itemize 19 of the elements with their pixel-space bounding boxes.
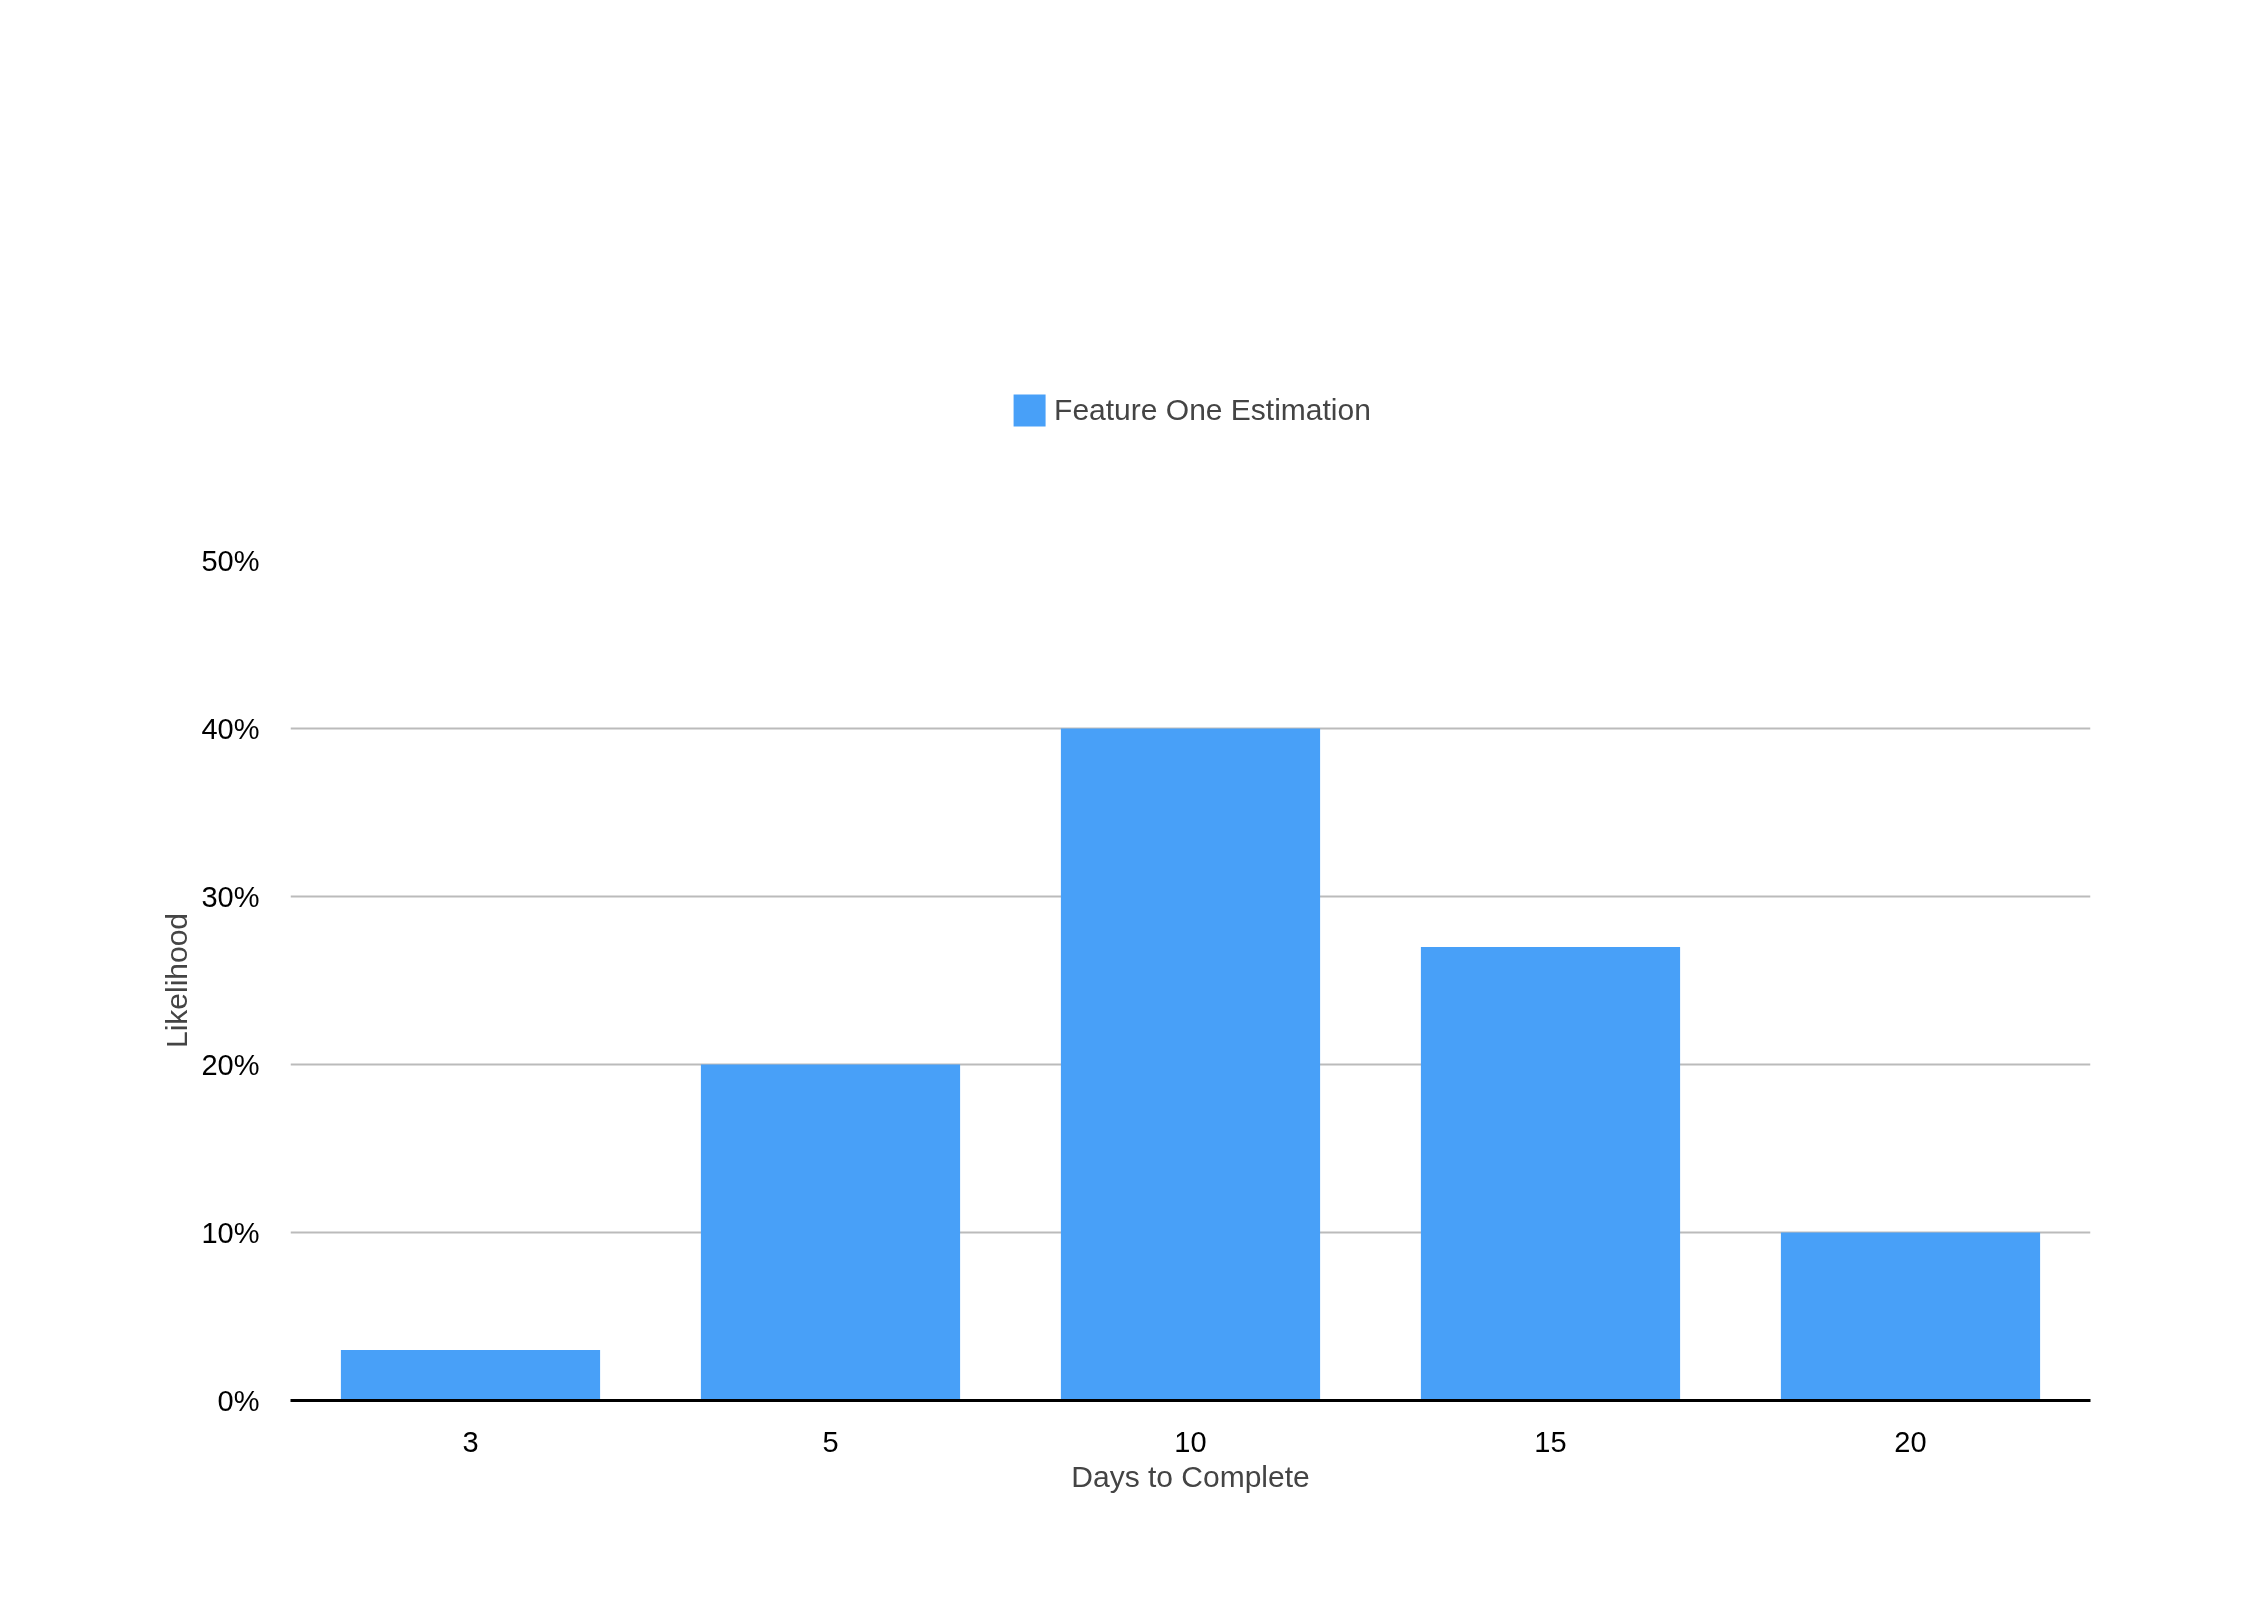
y-axis-title: Likelihood (160, 912, 194, 1049)
x-tick-label: 15 (1534, 1425, 1567, 1458)
y-tick-label: 20% (201, 1048, 260, 1081)
y-tick-label: 50% (201, 544, 260, 577)
y-tick-label: 10% (201, 1216, 260, 1249)
x-tick-label: 5 (822, 1425, 839, 1458)
bar (1420, 946, 1681, 1401)
x-tick-label: 20 (1894, 1425, 1927, 1458)
x-tick-label: 3 (462, 1425, 479, 1458)
x-axis-title: Days to Complete (1071, 1459, 1310, 1493)
x-tick-label: 10 (1174, 1425, 1207, 1458)
y-tick-label: 40% (201, 712, 260, 745)
y-tick-label: 30% (201, 880, 260, 913)
bar (1060, 728, 1321, 1401)
bar (340, 1350, 601, 1401)
y-tick-label: 0% (217, 1384, 260, 1417)
legend-label: Feature One Estimation (1054, 393, 1371, 427)
bar (1780, 1232, 2041, 1401)
bar (700, 1064, 961, 1401)
